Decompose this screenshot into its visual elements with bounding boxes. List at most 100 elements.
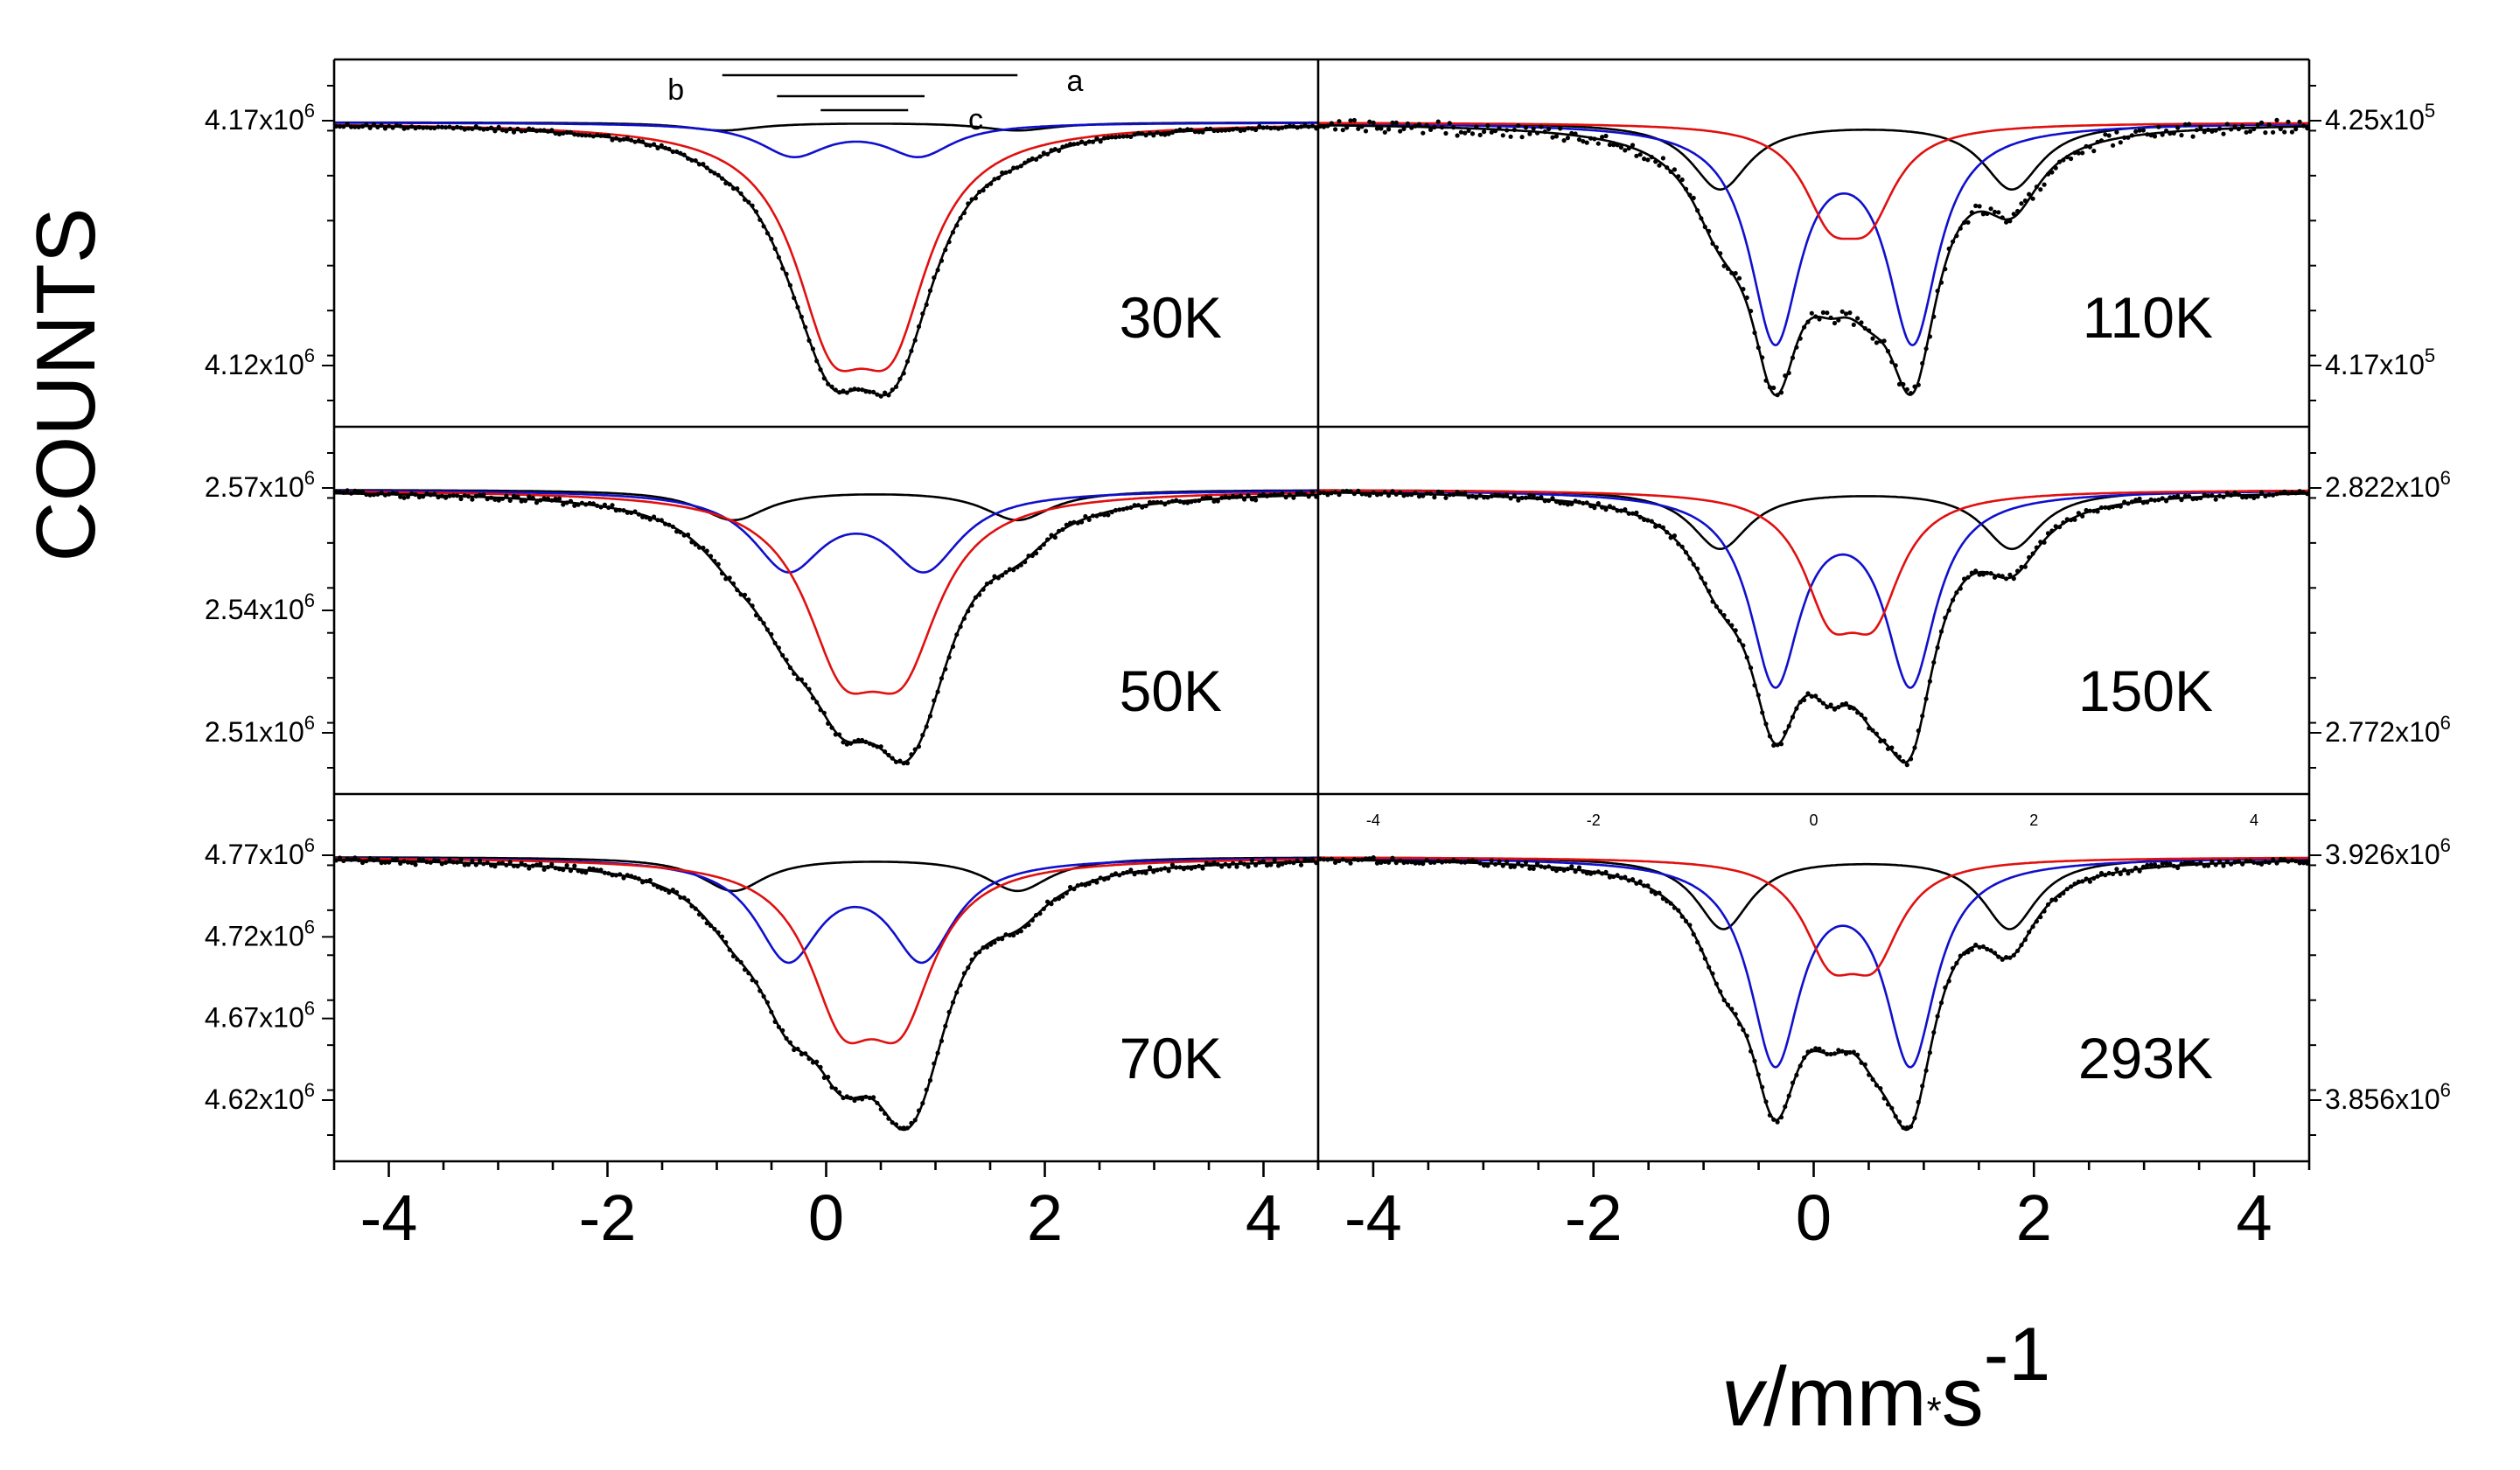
data-point <box>1679 544 1685 549</box>
data-point <box>568 129 574 135</box>
data-point <box>379 122 384 128</box>
data-point <box>1466 128 1471 133</box>
data-point <box>735 588 740 593</box>
data-point <box>1086 517 1092 523</box>
data-point <box>1825 1051 1830 1056</box>
data-point <box>969 957 974 963</box>
data-point <box>1211 128 1217 134</box>
data-point <box>2293 127 2299 132</box>
data-point <box>2019 943 2024 948</box>
data-point <box>704 548 709 554</box>
data-point <box>2022 937 2028 943</box>
data-point <box>2190 860 2195 866</box>
data-point <box>1511 864 1517 869</box>
data-point <box>466 494 471 499</box>
data-point <box>2129 499 2134 505</box>
x-tick-label: -2 <box>1565 1181 1623 1254</box>
data-point <box>1992 575 1998 580</box>
data-point <box>1231 127 1236 132</box>
data-point <box>394 856 399 861</box>
data-point <box>1023 560 1028 565</box>
data-point <box>2160 861 2165 867</box>
data-point <box>1424 491 1429 496</box>
data-point <box>2034 185 2039 190</box>
data-point <box>667 522 672 527</box>
data-point <box>663 521 668 526</box>
data-point <box>2194 128 2199 133</box>
data-point <box>416 857 422 862</box>
data-point <box>1204 495 1209 500</box>
data-point <box>478 126 483 131</box>
data-point <box>1653 159 1658 164</box>
data-point <box>2271 857 2276 862</box>
data-point <box>1030 553 1035 559</box>
data-point <box>2015 568 2021 574</box>
data-point <box>576 502 581 507</box>
data-point <box>1003 932 1009 937</box>
data-point <box>787 282 793 288</box>
data-point <box>1083 882 1088 888</box>
data-point <box>969 197 974 202</box>
x-axis-title-s: s <box>1942 1350 1984 1444</box>
data-point <box>1519 863 1525 868</box>
data-point <box>1482 129 1487 135</box>
y-tick-base: 2.822x10 <box>2325 471 2440 503</box>
data-point <box>470 497 475 502</box>
data-point <box>1455 490 1460 495</box>
data-point <box>644 143 649 148</box>
data-point <box>613 873 619 878</box>
data-point <box>935 1050 940 1055</box>
data-point <box>2106 133 2112 138</box>
data-point <box>579 133 585 138</box>
data-point <box>738 592 743 597</box>
data-point <box>1151 869 1156 874</box>
x-axis-title-exp: -1 <box>1984 1313 2050 1397</box>
top-tick-label: -4 <box>1366 812 1380 829</box>
data-point <box>1098 512 1103 517</box>
data-point <box>992 177 997 182</box>
data-point <box>988 942 994 947</box>
data-point <box>1695 208 1700 213</box>
data-point <box>1729 270 1735 275</box>
data-point <box>764 1000 771 1005</box>
data-point <box>1893 1114 1898 1119</box>
data-point <box>954 223 960 228</box>
data-point <box>2098 138 2105 143</box>
data-point <box>538 861 543 867</box>
data-point <box>689 157 695 163</box>
data-point <box>515 126 520 131</box>
data-point <box>481 861 486 867</box>
y-tick-label: 2.772x106 <box>2325 712 2451 748</box>
data-point <box>2064 517 2070 522</box>
data-point <box>1695 939 1700 944</box>
data-point <box>1657 890 1662 895</box>
data-point <box>1158 131 1163 137</box>
data-point <box>1699 947 1704 952</box>
data-point <box>2022 198 2028 204</box>
data-point <box>2182 860 2188 866</box>
data-point <box>1302 122 1308 128</box>
data-point <box>2209 493 2215 498</box>
data-point <box>1954 590 1959 596</box>
data-point <box>1504 128 1510 133</box>
data-point <box>1767 1112 1772 1118</box>
data-point <box>1809 1048 1814 1053</box>
data-point <box>1155 130 1160 136</box>
data-point <box>875 1100 880 1105</box>
data-point <box>1249 497 1254 502</box>
data-point <box>1763 1099 1769 1104</box>
data-point <box>1147 499 1153 505</box>
data-point <box>761 224 766 229</box>
data-point <box>455 860 460 865</box>
data-point <box>1344 858 1350 863</box>
data-point <box>1500 493 1505 498</box>
data-point <box>1260 859 1266 864</box>
data-point <box>1889 359 1895 365</box>
data-point <box>961 971 967 976</box>
data-point <box>515 494 520 499</box>
data-point <box>924 724 929 729</box>
data-point <box>2213 128 2218 133</box>
data-point <box>2205 863 2211 868</box>
data-point <box>1977 204 1982 209</box>
data-point <box>1527 131 1532 136</box>
